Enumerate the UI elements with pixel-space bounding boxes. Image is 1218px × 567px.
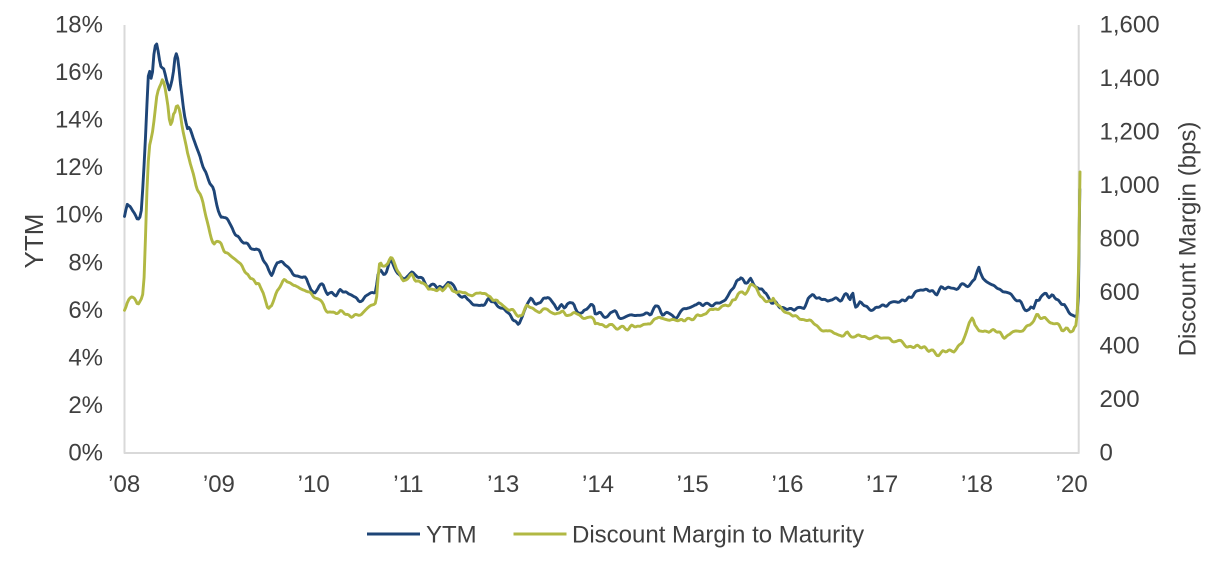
- svg-text:0%: 0%: [68, 440, 103, 467]
- svg-text:YTM: YTM: [426, 522, 477, 549]
- svg-text:1,600: 1,600: [1100, 12, 1160, 39]
- svg-text:200: 200: [1100, 386, 1140, 413]
- svg-text:600: 600: [1100, 279, 1140, 306]
- svg-text:’20: ’20: [1056, 471, 1088, 498]
- svg-text:10%: 10%: [55, 202, 103, 229]
- svg-text:’09: ’09: [203, 471, 235, 498]
- svg-text:18%: 18%: [55, 12, 103, 39]
- svg-text:2%: 2%: [68, 392, 103, 419]
- svg-text:Discount Margin (bps): Discount Margin (bps): [1175, 122, 1202, 357]
- svg-text:’15: ’15: [677, 471, 709, 498]
- svg-text:12%: 12%: [55, 154, 103, 181]
- svg-text:’16: ’16: [771, 471, 803, 498]
- svg-text:’17: ’17: [866, 471, 898, 498]
- svg-text:14%: 14%: [55, 107, 103, 134]
- svg-text:16%: 16%: [55, 59, 103, 86]
- svg-text:800: 800: [1100, 226, 1140, 253]
- svg-text:’14: ’14: [582, 471, 614, 498]
- svg-text:’11: ’11: [393, 471, 423, 498]
- svg-text:Discount Margin to Maturity: Discount Margin to Maturity: [572, 522, 864, 549]
- svg-text:0: 0: [1100, 440, 1113, 467]
- svg-text:400: 400: [1100, 333, 1140, 360]
- svg-text:’10: ’10: [298, 471, 330, 498]
- svg-text:6%: 6%: [68, 297, 103, 324]
- svg-text:YTM: YTM: [19, 214, 49, 269]
- svg-text:’13: ’13: [487, 471, 519, 498]
- svg-text:1,200: 1,200: [1100, 119, 1160, 146]
- svg-text:4%: 4%: [68, 344, 103, 371]
- svg-text:1,400: 1,400: [1100, 65, 1160, 92]
- svg-text:’08: ’08: [108, 471, 140, 498]
- svg-text:’18: ’18: [961, 471, 993, 498]
- svg-text:1,000: 1,000: [1100, 172, 1160, 199]
- svg-text:8%: 8%: [68, 249, 103, 276]
